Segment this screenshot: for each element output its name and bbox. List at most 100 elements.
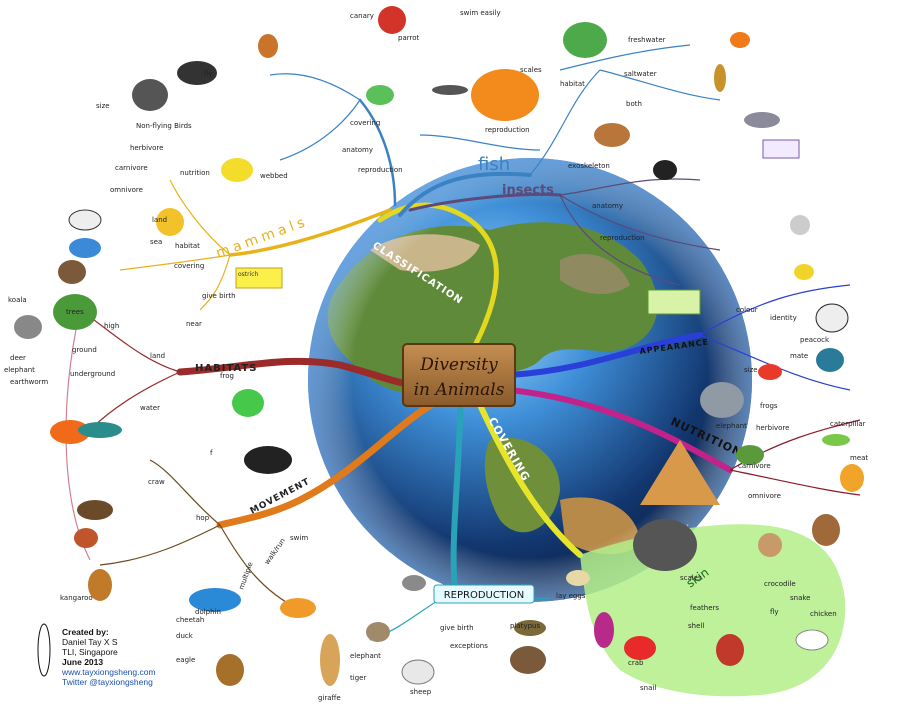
tiger-text: tiger [350, 674, 366, 682]
chicken-illustration [258, 34, 278, 58]
walrus-illustration [58, 260, 86, 284]
fly-movement-text: f [210, 449, 213, 457]
bee-illustration [794, 264, 814, 280]
birds-branch [358, 98, 397, 207]
fly-covering-text: fly [770, 608, 779, 616]
giraffe-illustration [320, 634, 340, 686]
illustrations [14, 6, 864, 686]
reproduction-label: REPRODUCTION [444, 590, 525, 601]
credit-twitter[interactable]: Twitter @tayxiongsheng [62, 677, 153, 687]
koala-text: koala [8, 296, 27, 304]
trees-text: trees [66, 308, 84, 316]
tortoise-illustration [77, 500, 113, 520]
largest-text: size [96, 102, 110, 110]
zebra-illustration [815, 303, 849, 333]
duck-movement-text: duck [176, 632, 194, 640]
credit-line-4: June 2013 [62, 657, 104, 667]
meat-text: meat [850, 454, 868, 462]
reproduction-branch [450, 402, 463, 593]
anatomy-bird-text: anatomy [342, 146, 373, 154]
hummingbird-illustration [366, 85, 394, 105]
spider-note-box [762, 139, 800, 159]
deer-text: deer [10, 354, 26, 362]
center-title-sign: Diversity in Animals [402, 343, 516, 407]
saltwater-text: saltwater [624, 70, 657, 78]
credit-website[interactable]: www.tayxiongsheng.com [62, 667, 156, 677]
rabbit-illustration [366, 622, 390, 642]
lion-illustration [840, 464, 864, 492]
credit-line-1: Created by: [62, 627, 109, 637]
elephant-illustration [700, 382, 744, 418]
elephant-appearance-text: elephant [716, 422, 747, 430]
chicken-text: chicken [810, 610, 837, 618]
koala-illustration [14, 315, 42, 339]
shark-illustration [402, 575, 426, 591]
crab-text: crab [628, 659, 644, 667]
mate-text: mate [790, 352, 808, 360]
walk-run-text: walk/run [263, 537, 287, 566]
size-text: size [744, 366, 758, 374]
water-habitat-text: water [140, 404, 160, 412]
fur-texture-illustration [633, 519, 697, 571]
tilapia-illustration [744, 112, 780, 128]
mammals-branch [228, 208, 392, 257]
appearance-branch [507, 332, 703, 378]
sea-mammal-text: sea [150, 238, 162, 246]
platypus-illustration [514, 620, 546, 636]
frog-illustration [232, 389, 264, 417]
land-habitat-text: land [150, 352, 165, 360]
swan-illustration [795, 629, 829, 651]
hop-movement-text: hop [196, 514, 210, 522]
parrot-illustration [378, 6, 406, 34]
feathers-covering-text: feathers [690, 604, 719, 612]
poison-frog-illustration [758, 364, 782, 380]
cow-illustration [68, 209, 102, 231]
shield-illustration [716, 634, 744, 666]
identity-text: identity [770, 314, 797, 322]
eagle-text: eagle [176, 656, 195, 664]
fish-branch [398, 171, 532, 217]
spider-illustration [653, 160, 677, 180]
kangaroo-text: kangaroo [60, 594, 93, 602]
anatomy-insect-text: anatomy [592, 202, 623, 210]
seahorse-illustration [714, 64, 726, 92]
carnivore-text: carnivore [115, 164, 148, 172]
ostrich-text: Non-flying Birds [136, 122, 192, 130]
frog-habitat-text: frog [220, 372, 234, 380]
whale-illustration [69, 238, 101, 258]
snail-text: snail [640, 684, 656, 692]
bats-note-text: ostrich [238, 271, 259, 278]
spiny-anteater-illustration [510, 646, 546, 674]
habitats-label: HABITATS [195, 363, 257, 374]
caterpillar-text: caterpillar [830, 420, 866, 428]
scales-covering-text: scales [680, 574, 702, 582]
platypus-text: platypus [510, 622, 540, 630]
goldfish-small-illustration [730, 32, 750, 48]
movement-branch [216, 396, 444, 529]
beetle-illustration [594, 123, 630, 147]
colour-text: colour [736, 306, 758, 314]
peacock-illustration [816, 348, 844, 372]
crab-illustration [624, 636, 656, 660]
monkey-illustration [216, 654, 244, 686]
reproduction-box [433, 584, 535, 604]
high-text: high [104, 322, 119, 330]
dog-illustration [758, 533, 782, 557]
caterpillar-illustration [822, 434, 850, 446]
omnivore-nutrition-text: omnivore [748, 492, 781, 500]
earthworm-illustration [74, 528, 98, 548]
parrot-text: parrot [398, 34, 419, 42]
crawl-movement-text: craw [148, 478, 165, 486]
branch-detail-labels: freshwater saltwater both habitat scales… [4, 9, 868, 702]
reproduction-fish-text: reproduction [485, 126, 530, 134]
center-title-line2: in Animals [414, 380, 505, 400]
elephant-habitat-text: elephant [4, 366, 35, 374]
multiple-text: multiple [237, 561, 254, 591]
nutrition-mammal-text: nutrition [180, 169, 210, 177]
both-text: both [626, 100, 642, 108]
nutrition-branch [507, 387, 733, 473]
dolphin-movement-text: dolphin [195, 608, 221, 616]
signature-scribble [37, 623, 51, 677]
kangaroo-illustration [88, 569, 112, 601]
